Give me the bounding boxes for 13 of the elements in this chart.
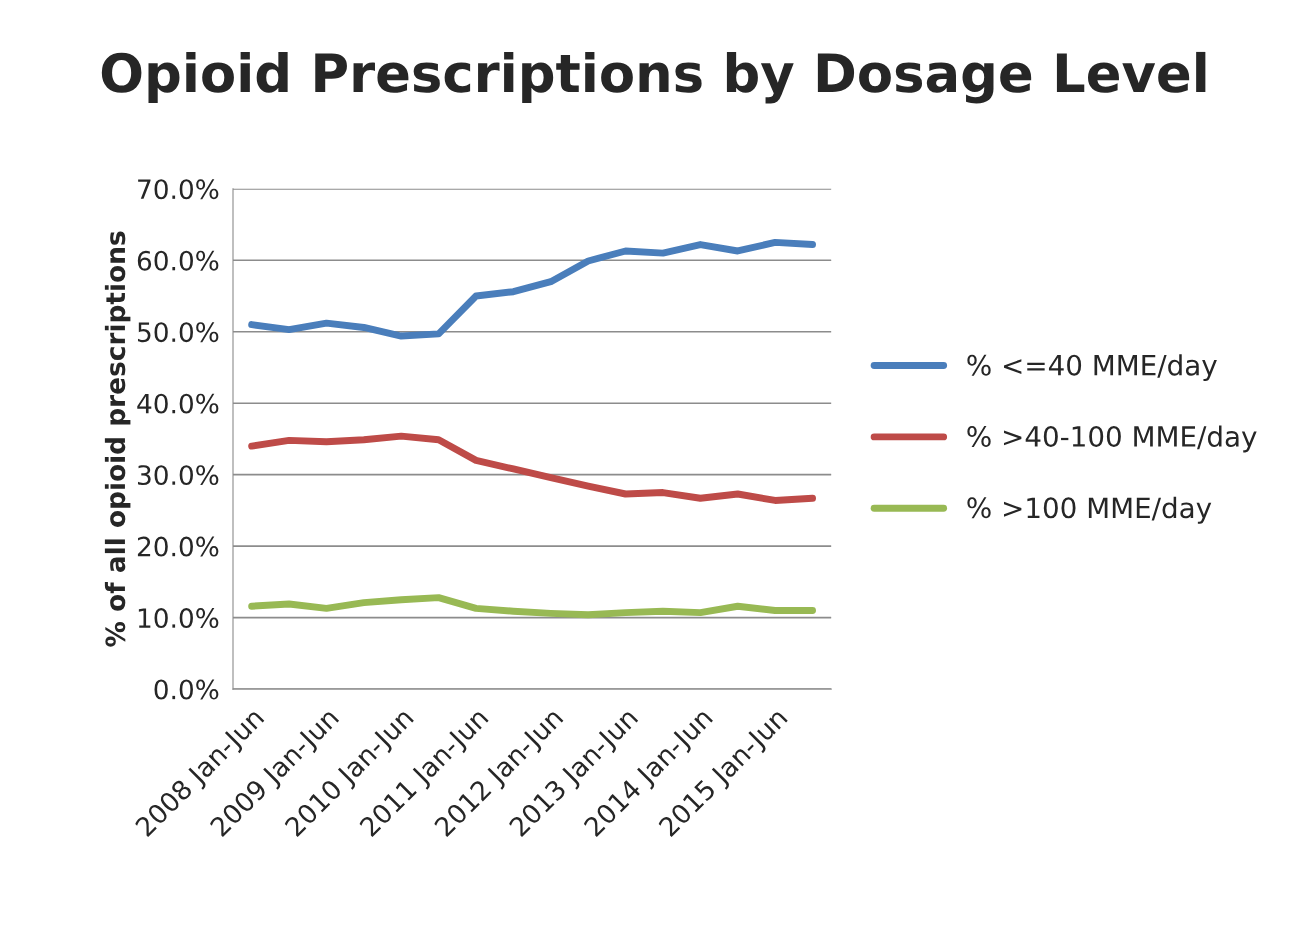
y-tick-label: 20.0%	[137, 536, 219, 557]
y-tick-label: 30.0%	[137, 465, 219, 486]
y-tick-label: 10.0%	[138, 608, 219, 629]
y-tick-label: 70.0%	[138, 179, 219, 200]
y-tick-label: 0.0%	[154, 679, 219, 700]
y-tick-label: 40.0%	[137, 393, 219, 414]
y-tick-label: 60.0%	[137, 250, 219, 271]
legend-label: % >40-100 MME/day	[967, 425, 1257, 453]
y-tick-label: 50.0%	[138, 322, 219, 343]
legend-label: % <=40 MME/day	[967, 354, 1217, 382]
y-axis-title: % of all opioid prescriptions	[104, 231, 131, 647]
chart-title: Opioid Prescriptions by Dosage Level	[101, 51, 1206, 104]
legend-label: % >100 MME/day	[967, 496, 1212, 524]
